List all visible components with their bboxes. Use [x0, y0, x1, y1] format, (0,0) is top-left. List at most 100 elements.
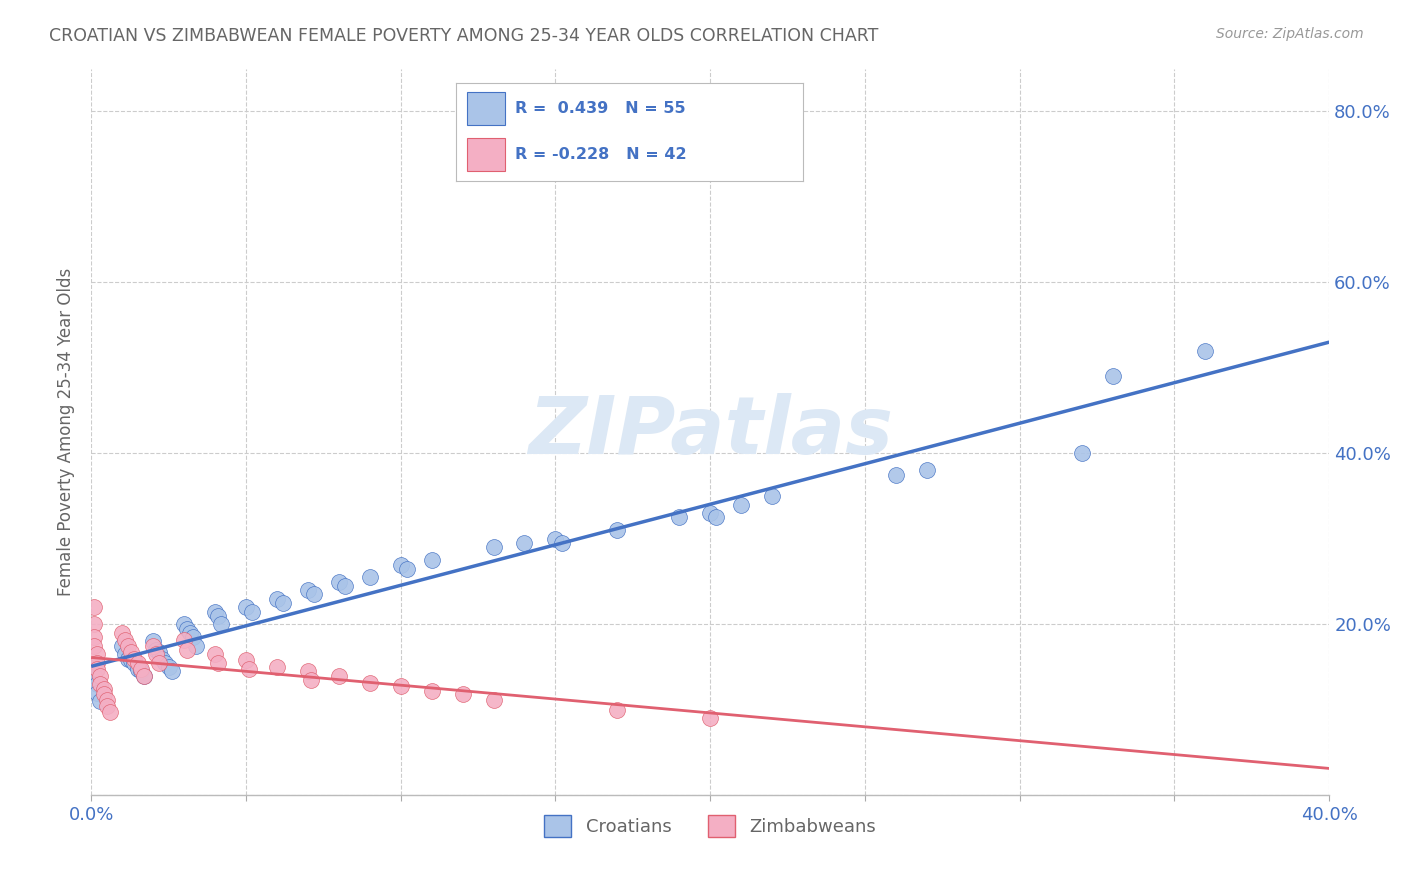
Point — [699, 711, 721, 725]
Point — [204, 648, 226, 662]
Point — [117, 639, 139, 653]
Point — [132, 668, 155, 682]
Point — [86, 662, 108, 676]
Point — [117, 651, 139, 665]
Point — [145, 648, 167, 662]
Point — [544, 532, 567, 546]
Point — [207, 608, 229, 623]
Legend: Croatians, Zimbabweans: Croatians, Zimbabweans — [537, 808, 883, 845]
Point — [482, 541, 505, 555]
Point — [389, 558, 412, 572]
Point — [86, 677, 108, 691]
Point — [96, 698, 118, 713]
Point — [132, 668, 155, 682]
Point — [395, 562, 418, 576]
Point — [359, 675, 381, 690]
Point — [730, 498, 752, 512]
Point — [451, 688, 474, 702]
Point — [148, 656, 170, 670]
Text: Source: ZipAtlas.com: Source: ZipAtlas.com — [1216, 27, 1364, 41]
Point — [181, 630, 204, 644]
Point — [606, 703, 628, 717]
Point — [124, 651, 146, 665]
Point — [142, 639, 165, 653]
Point — [706, 510, 728, 524]
Point — [173, 617, 195, 632]
Point — [606, 524, 628, 538]
Point — [176, 643, 198, 657]
Point — [127, 656, 149, 670]
Point — [1070, 446, 1092, 460]
Point — [155, 656, 177, 670]
Point — [86, 648, 108, 662]
Point — [160, 665, 183, 679]
Point — [186, 639, 208, 653]
Point — [204, 605, 226, 619]
Point — [129, 662, 152, 676]
Point — [550, 536, 572, 550]
Point — [297, 583, 319, 598]
Point — [83, 660, 105, 674]
Point — [1101, 369, 1123, 384]
Text: ZIPatlas: ZIPatlas — [527, 393, 893, 471]
Point — [83, 600, 105, 615]
Point — [297, 665, 319, 679]
Point — [173, 632, 195, 647]
Point — [1194, 343, 1216, 358]
Point — [884, 467, 907, 482]
Point — [235, 600, 257, 615]
Text: CROATIAN VS ZIMBABWEAN FEMALE POVERTY AMONG 25-34 YEAR OLDS CORRELATION CHART: CROATIAN VS ZIMBABWEAN FEMALE POVERTY AM… — [49, 27, 879, 45]
Point — [124, 656, 146, 670]
Point — [359, 570, 381, 584]
Point — [389, 679, 412, 693]
Point — [207, 656, 229, 670]
Point — [83, 668, 105, 682]
Point — [299, 673, 322, 687]
Point — [420, 684, 443, 698]
Point — [93, 688, 115, 702]
Point — [120, 645, 142, 659]
Point — [513, 536, 536, 550]
Point — [240, 605, 263, 619]
Point — [266, 591, 288, 606]
Point — [83, 639, 105, 653]
Point — [142, 634, 165, 648]
Point — [333, 579, 356, 593]
Point — [145, 643, 167, 657]
Point — [89, 668, 111, 682]
Point — [328, 574, 350, 589]
Point — [157, 660, 180, 674]
Point — [83, 617, 105, 632]
Point — [127, 662, 149, 676]
Point — [302, 587, 325, 601]
Point — [235, 653, 257, 667]
Point — [86, 686, 108, 700]
Point — [89, 694, 111, 708]
Point — [114, 648, 136, 662]
Point — [238, 662, 260, 676]
Point — [915, 463, 938, 477]
Point — [96, 692, 118, 706]
Point — [761, 489, 783, 503]
Point — [150, 651, 173, 665]
Point — [98, 705, 121, 719]
Point — [111, 626, 134, 640]
Point — [209, 617, 232, 632]
Point — [129, 665, 152, 679]
Point — [482, 692, 505, 706]
Point — [111, 639, 134, 653]
Point — [86, 656, 108, 670]
Point — [266, 660, 288, 674]
Point — [114, 632, 136, 647]
Point — [328, 668, 350, 682]
Point — [148, 645, 170, 659]
Y-axis label: Female Poverty Among 25-34 Year Olds: Female Poverty Among 25-34 Year Olds — [58, 268, 75, 596]
Point — [668, 510, 690, 524]
Point — [271, 596, 294, 610]
Point — [89, 677, 111, 691]
Point — [83, 630, 105, 644]
Point — [176, 622, 198, 636]
Point — [420, 553, 443, 567]
Point — [93, 681, 115, 696]
Point — [179, 626, 201, 640]
